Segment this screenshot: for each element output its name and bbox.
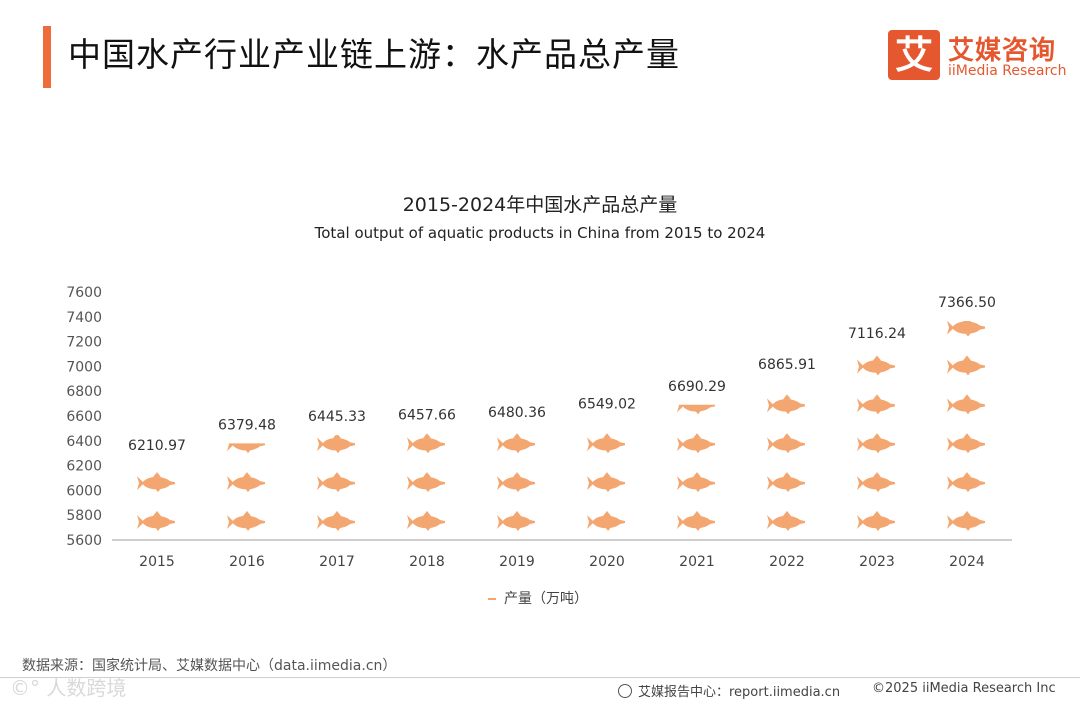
- bar-2017: [317, 435, 355, 531]
- watermark: ©° 人数跨境: [10, 676, 127, 700]
- value-label: 6457.66: [398, 408, 456, 424]
- value-label: 7366.50: [938, 295, 996, 311]
- fish-icon: [587, 433, 625, 454]
- bar-2021: [677, 404, 715, 531]
- fish-icon: [317, 435, 355, 454]
- page-title: 中国水产行业产业链上游：水产品总产量: [68, 35, 680, 74]
- bar-2018: [407, 433, 445, 531]
- value-label: 6480.36: [488, 405, 546, 421]
- chart-title: 2015-2024年中国水产品总产量: [402, 194, 678, 216]
- logo-text-cn: 艾媒咨询: [948, 36, 1057, 66]
- y-tick-label: 5600: [66, 533, 102, 549]
- fish-icon: [677, 511, 715, 531]
- value-label: 6445.33: [308, 409, 366, 425]
- fish-icon: [947, 433, 985, 454]
- fish-icon: [497, 472, 535, 493]
- chart-subtitle: Total output of aquatic products in Chin…: [314, 224, 766, 242]
- x-tick-label: 2015: [139, 554, 175, 570]
- fish-icon: [407, 472, 445, 493]
- x-tick-label: 2022: [769, 554, 805, 570]
- value-label: 6690.29: [668, 379, 726, 395]
- y-tick-label: 7600: [66, 285, 102, 301]
- bar-2020: [587, 433, 625, 531]
- fish-icon: [857, 394, 895, 415]
- y-tick-label: 7000: [66, 359, 102, 375]
- report-center-link[interactable]: 艾媒报告中心：report.iimedia.cn: [618, 681, 840, 700]
- fish-icon: [767, 511, 805, 531]
- y-tick-label: 7400: [66, 310, 102, 326]
- fish-icon: [677, 404, 715, 415]
- x-tick-label: 2024: [949, 554, 985, 570]
- fish-icon: [407, 433, 445, 454]
- fish-icon: [857, 472, 895, 493]
- y-tick-label: 6000: [66, 483, 102, 499]
- x-tick-label: 2019: [499, 554, 535, 570]
- fish-icon: [587, 472, 625, 493]
- fish-icon: [677, 472, 715, 493]
- x-tick-label: 2018: [409, 554, 445, 570]
- bar-2024: [947, 320, 985, 531]
- bar-2016: [227, 443, 265, 531]
- value-label: 6210.97: [128, 438, 186, 454]
- legend-fish-icon: [488, 598, 496, 600]
- y-tick-label: 6800: [66, 384, 102, 400]
- fish-icon: [587, 511, 625, 531]
- y-tick-label: 5800: [66, 508, 102, 524]
- fish-icon: [857, 511, 895, 531]
- fish-icon: [227, 443, 265, 454]
- title-accent-bar: [43, 26, 51, 88]
- fish-icon: [767, 433, 805, 454]
- data-source: 数据来源：国家统计局、艾媒数据中心（data.iimedia.cn）: [22, 658, 397, 674]
- fish-icon: [947, 320, 985, 337]
- iimedia-logo: 艾 艾媒咨询 iiMedia Research: [888, 30, 1068, 84]
- fish-icon: [857, 355, 895, 376]
- fish-icon: [227, 472, 265, 493]
- x-tick-label: 2020: [589, 554, 625, 570]
- globe-icon: [618, 684, 632, 698]
- fish-icon: [857, 433, 895, 454]
- fish-icon: [497, 511, 535, 531]
- copyright: ©2025 iiMedia Research Inc: [872, 681, 1056, 696]
- fish-icon: [677, 433, 715, 454]
- y-tick-label: 6400: [66, 434, 102, 450]
- value-label: 6379.48: [218, 417, 276, 433]
- fish-icon: [767, 394, 805, 415]
- fish-icon: [317, 511, 355, 531]
- fish-icon: [947, 355, 985, 376]
- fish-icon: [497, 433, 535, 454]
- fish-icon: [137, 472, 175, 493]
- fish-icon: [947, 511, 985, 531]
- x-tick-label: 2017: [319, 554, 355, 570]
- logo-text-en: iiMedia Research: [948, 63, 1067, 79]
- chart-legend: 产量（万吨）: [488, 588, 588, 608]
- legend-label: 产量（万吨）: [504, 591, 588, 607]
- report-center-text: 艾媒报告中心：report.iimedia.cn: [638, 685, 841, 700]
- footer-divider: [0, 677, 1080, 678]
- value-label: 7116.24: [848, 326, 906, 342]
- x-tick-label: 2021: [679, 554, 715, 570]
- x-tick-label: 2016: [229, 554, 265, 570]
- bar-2019: [497, 433, 535, 531]
- y-tick-label: 6600: [66, 409, 102, 425]
- value-label: 6549.02: [578, 396, 636, 412]
- bar-2022: [767, 394, 805, 531]
- value-label: 6865.91: [758, 357, 816, 373]
- fish-icon: [317, 472, 355, 493]
- fish-icon: [947, 472, 985, 493]
- fish-icon: [227, 511, 265, 531]
- y-tick-label: 7200: [66, 335, 102, 351]
- fish-icon: [947, 394, 985, 415]
- fish-icon: [767, 472, 805, 493]
- bar-2023: [857, 355, 895, 531]
- logo-icon: 艾: [888, 30, 940, 80]
- fish-icon: [407, 511, 445, 531]
- y-tick-label: 6200: [66, 459, 102, 475]
- fish-icon: [137, 511, 175, 531]
- x-tick-label: 2023: [859, 554, 895, 570]
